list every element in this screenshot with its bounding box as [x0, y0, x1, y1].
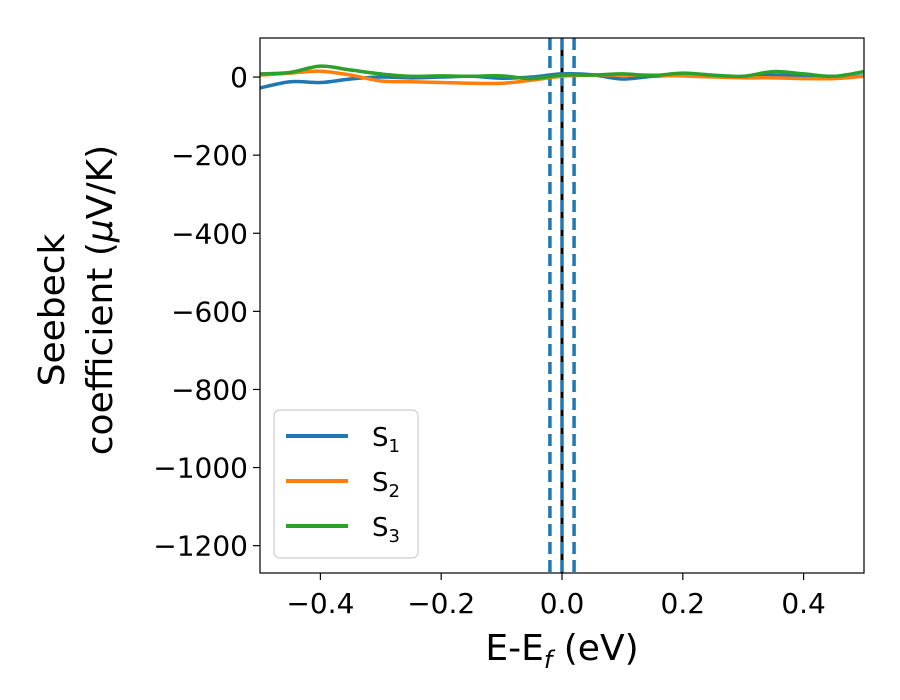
legend-box: [273, 409, 419, 559]
legend: S1 S2 S3: [273, 409, 419, 559]
x-axis-ticks: −0.4 −0.2 0.0 0.2 0.4: [286, 573, 826, 620]
vertical-reference-lines: [548, 38, 576, 573]
y-axis-ticks: 0 −200 −400 −600 −800 −1000 −1200: [153, 61, 260, 563]
y-tick-label: −1000: [153, 452, 248, 485]
series-lines: [260, 64, 864, 90]
x-tick-label: 0.0: [540, 587, 585, 620]
x-tick-label: 0.2: [661, 587, 706, 620]
x-tick-label: −0.2: [407, 587, 475, 620]
legend-label-s2: S2: [372, 468, 400, 502]
y-axis-title-line1: Seebeck: [32, 233, 73, 386]
y-tick-label: −400: [171, 217, 248, 250]
y-tick-label: −1200: [153, 530, 248, 563]
x-axis-title: E-Ef (eV): [485, 628, 638, 674]
y-axis-title-line2: coefficient (μV/K): [80, 145, 121, 455]
y-tick-label: −800: [171, 373, 248, 406]
legend-label-s3: S3: [372, 513, 400, 547]
x-tick-label: −0.4: [286, 587, 354, 620]
legend-label-s1: S1: [372, 423, 400, 457]
x-tick-label: 0.4: [781, 587, 826, 620]
series-line-s3: [260, 64, 864, 81]
y-tick-label: −600: [171, 295, 248, 328]
y-tick-label: −200: [171, 139, 248, 172]
y-tick-label: 0: [230, 61, 248, 94]
